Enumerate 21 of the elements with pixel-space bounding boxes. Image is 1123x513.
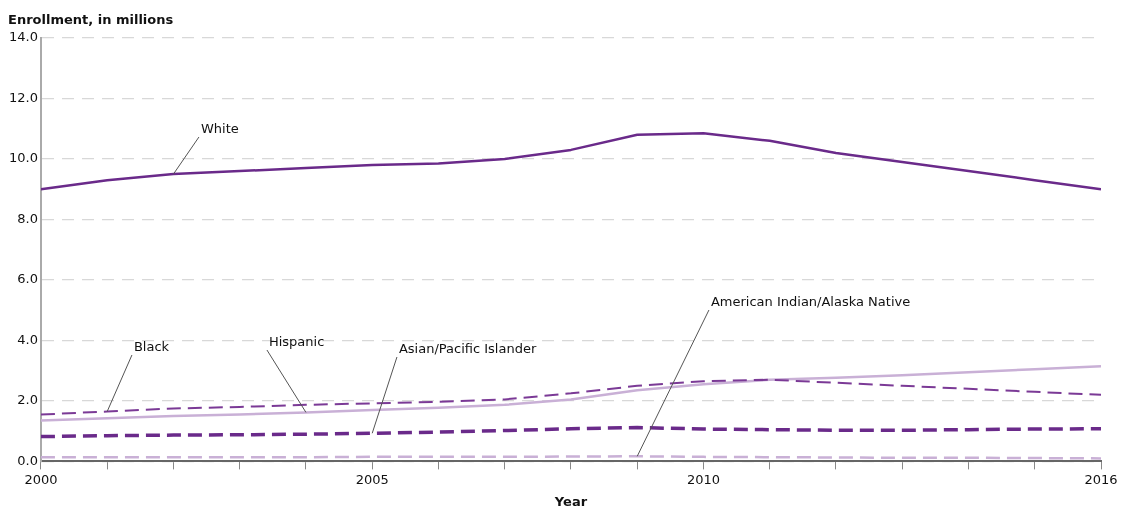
y-tick-label: 0.0: [17, 452, 38, 468]
y-tick-label: 12.0: [8, 89, 38, 105]
y-tick-label: 14.0: [8, 29, 38, 45]
y-tick-label: 4.0: [17, 331, 38, 347]
x-tick-label: 2010: [686, 471, 721, 487]
y-tick-label: 2.0: [17, 392, 38, 408]
x-axis-title: Year: [553, 494, 588, 509]
line-series: [40, 425, 1101, 439]
text: Hispanic: [268, 334, 325, 349]
line-series: [40, 378, 1101, 416]
y-tick-label: 6.0: [17, 271, 38, 287]
y-axis-title: Enrollment, in millions: [8, 12, 174, 27]
x-tick-label: 2000: [24, 471, 58, 487]
x-tick-label: 2005: [355, 471, 389, 487]
x-tick-label: 2016: [1084, 471, 1118, 487]
text: American Indian/Alaska Native: [710, 294, 911, 309]
y-tick-label: 10.0: [8, 150, 38, 166]
text: White: [200, 121, 239, 136]
text: Black: [133, 339, 170, 354]
y-tick-label: 8.0: [17, 210, 38, 226]
text: Asian/Pacific Islander: [398, 341, 537, 356]
